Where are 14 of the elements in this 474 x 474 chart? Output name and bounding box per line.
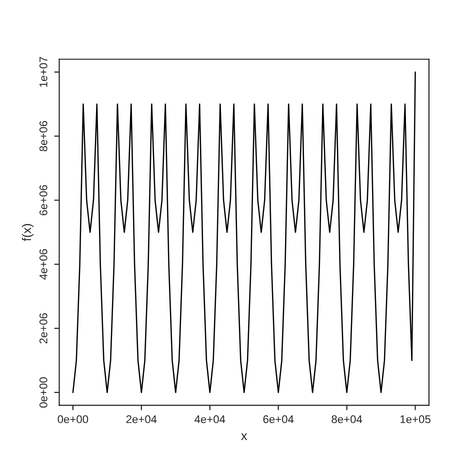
y-tick-label: 6e+06 [39,185,48,216]
x-tick-label: 4e+04 [194,415,226,424]
y-tick-label: 4e+06 [39,249,48,280]
x-tick-label: 8e+04 [332,415,362,424]
x-tick-label: 6e+04 [263,415,294,424]
line-series [72,71,416,394]
x-tick-label: 0e+00 [58,415,88,424]
x-tick-label: 1e+05 [400,415,430,424]
y-tick-label: 2e+06 [39,313,48,344]
x-axis-title: x [241,433,248,440]
y-axis-title: f(x) [22,224,34,242]
y-tick-label: 8e+06 [39,121,48,152]
y-tick-label: 1e+07 [39,57,48,87]
x-tick-label: 2e+04 [126,415,157,424]
